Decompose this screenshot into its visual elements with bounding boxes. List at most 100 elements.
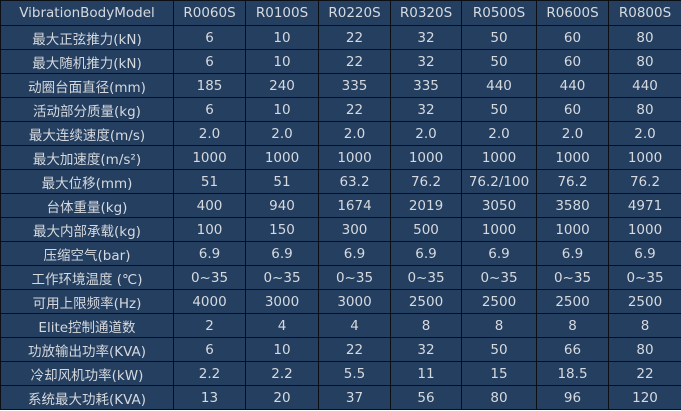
row-label-cell: 最大随机推力(kN) xyxy=(0,49,174,74)
value-cell: 11 xyxy=(390,361,462,386)
value-cell: 76.2 xyxy=(390,169,462,194)
row-label-cell: 冷却风机功率(kW) xyxy=(0,361,174,386)
value-cell: 2500 xyxy=(461,289,537,314)
table-row: 最大连续速度(m/s) 2.0 2.0 2.0 2.0 2.0 2.0 2.0 xyxy=(0,121,681,146)
value-cell: 50 xyxy=(461,337,537,362)
value-cell: 4 xyxy=(318,313,391,338)
row-label-cell: 动圈台面直径(mm) xyxy=(0,73,174,98)
value-cell: 51 xyxy=(245,169,319,194)
value-cell: 80 xyxy=(608,25,681,50)
value-cell: 32 xyxy=(390,337,462,362)
value-cell: 8 xyxy=(608,313,681,338)
value-cell: 10 xyxy=(245,49,319,74)
value-cell: 15 xyxy=(461,361,537,386)
value-cell: 6 xyxy=(173,49,246,74)
value-cell: 0~35 xyxy=(608,265,681,290)
header-row: VibrationBodyModel R0060S R0100S R0220S R032… xyxy=(0,0,681,26)
value-cell: 0~35 xyxy=(318,265,391,290)
value-cell: 32 xyxy=(390,97,462,122)
value-cell: 1000 xyxy=(173,145,246,170)
value-cell: 2.0 xyxy=(173,121,246,146)
value-cell: 80 xyxy=(461,385,537,410)
table-row: 最大位移(mm) 51 51 63.2 76.2 76.2/100 76.2 76.2 xyxy=(0,169,681,194)
value-cell: 3050 xyxy=(461,193,537,218)
table-row: 可用上限频率(Hz) 4000 3000 3000 2500 2500 2500 2500 xyxy=(0,289,681,314)
value-cell: 440 xyxy=(461,73,537,98)
value-cell: 1674 xyxy=(318,193,391,218)
table-row: 最大随机推力(kN) 6 10 22 32 50 60 80 xyxy=(0,49,681,74)
row-label-cell: 功放输出功率(KVA) xyxy=(0,337,174,362)
value-cell: 50 xyxy=(461,97,537,122)
value-cell: 6 xyxy=(173,337,246,362)
value-cell: 5.5 xyxy=(318,361,391,386)
value-cell: 80 xyxy=(608,49,681,74)
value-cell: 1000 xyxy=(318,145,391,170)
value-cell: 6.9 xyxy=(245,241,319,266)
value-cell: 80 xyxy=(608,337,681,362)
value-cell: 60 xyxy=(536,25,609,50)
value-cell: 76.2 xyxy=(608,169,681,194)
value-cell: 2019 xyxy=(390,193,462,218)
value-cell: 3580 xyxy=(536,193,609,218)
row-label-cell: 最大正弦推力(kN) xyxy=(0,25,174,50)
value-cell: 2500 xyxy=(536,289,609,314)
value-cell: 37 xyxy=(318,385,391,410)
header-label-cell: VibrationBodyModel xyxy=(0,0,174,26)
value-cell: 6.9 xyxy=(608,241,681,266)
value-cell: 4000 xyxy=(173,289,246,314)
model-header-cell: R0060S xyxy=(173,0,246,26)
value-cell: 4971 xyxy=(608,193,681,218)
value-cell: 32 xyxy=(390,25,462,50)
value-cell: 2.2 xyxy=(173,361,246,386)
value-cell: 400 xyxy=(173,193,246,218)
value-cell: 22 xyxy=(318,49,391,74)
model-header-cell: R0500S xyxy=(461,0,537,26)
value-cell: 60 xyxy=(536,97,609,122)
table-row: 压缩空气(bar) 6.9 6.9 6.9 6.9 6.9 6.9 6.9 xyxy=(0,241,681,266)
row-label-cell: 最大加速度(m/s²) xyxy=(0,145,174,170)
value-cell: 940 xyxy=(245,193,319,218)
row-label-cell: 系统最大功耗(KVA) xyxy=(0,385,174,410)
value-cell: 13 xyxy=(173,385,246,410)
value-cell: 240 xyxy=(245,73,319,98)
value-cell: 2.2 xyxy=(245,361,319,386)
model-header-cell: R0320S xyxy=(390,0,462,26)
value-cell: 1000 xyxy=(608,217,681,242)
value-cell: 10 xyxy=(245,25,319,50)
model-header-cell: R0100S xyxy=(245,0,319,26)
value-cell: 150 xyxy=(245,217,319,242)
row-label-cell: 最大连续速度(m/s) xyxy=(0,121,174,146)
value-cell: 6.9 xyxy=(461,241,537,266)
value-cell: 63.2 xyxy=(318,169,391,194)
table-row: 动圈台面直径(mm) 185 240 335 335 440 440 440 xyxy=(0,73,681,98)
value-cell: 8 xyxy=(461,313,537,338)
value-cell: 335 xyxy=(390,73,462,98)
value-cell: 2 xyxy=(173,313,246,338)
value-cell: 500 xyxy=(390,217,462,242)
value-cell: 1000 xyxy=(608,145,681,170)
value-cell: 0~35 xyxy=(173,265,246,290)
table-row: 最大正弦推力(kN) 6 10 22 32 50 60 80 xyxy=(0,25,681,50)
value-cell: 10 xyxy=(245,337,319,362)
table-row: 功放输出功率(KVA) 6 10 22 32 50 66 80 xyxy=(0,337,681,362)
value-cell: 96 xyxy=(536,385,609,410)
value-cell: 20 xyxy=(245,385,319,410)
table-row: Elite控制通道数 2 4 4 8 8 8 8 xyxy=(0,313,681,338)
value-cell: 2.0 xyxy=(536,121,609,146)
table-row: 台体重量(kg) 400 940 1674 2019 3050 3580 4971 xyxy=(0,193,681,218)
table-row: 系统最大功耗(KVA) 13 20 37 56 80 96 120 xyxy=(0,385,681,410)
value-cell: 0~35 xyxy=(461,265,537,290)
value-cell: 185 xyxy=(173,73,246,98)
value-cell: 80 xyxy=(608,97,681,122)
value-cell: 56 xyxy=(390,385,462,410)
value-cell: 76.2/100 xyxy=(461,169,537,194)
value-cell: 0~35 xyxy=(245,265,319,290)
value-cell: 440 xyxy=(536,73,609,98)
value-cell: 51 xyxy=(173,169,246,194)
value-cell: 3000 xyxy=(318,289,391,314)
value-cell: 1000 xyxy=(461,217,537,242)
row-label-cell: Elite控制通道数 xyxy=(0,313,174,338)
value-cell: 2.0 xyxy=(608,121,681,146)
value-cell: 6 xyxy=(173,97,246,122)
